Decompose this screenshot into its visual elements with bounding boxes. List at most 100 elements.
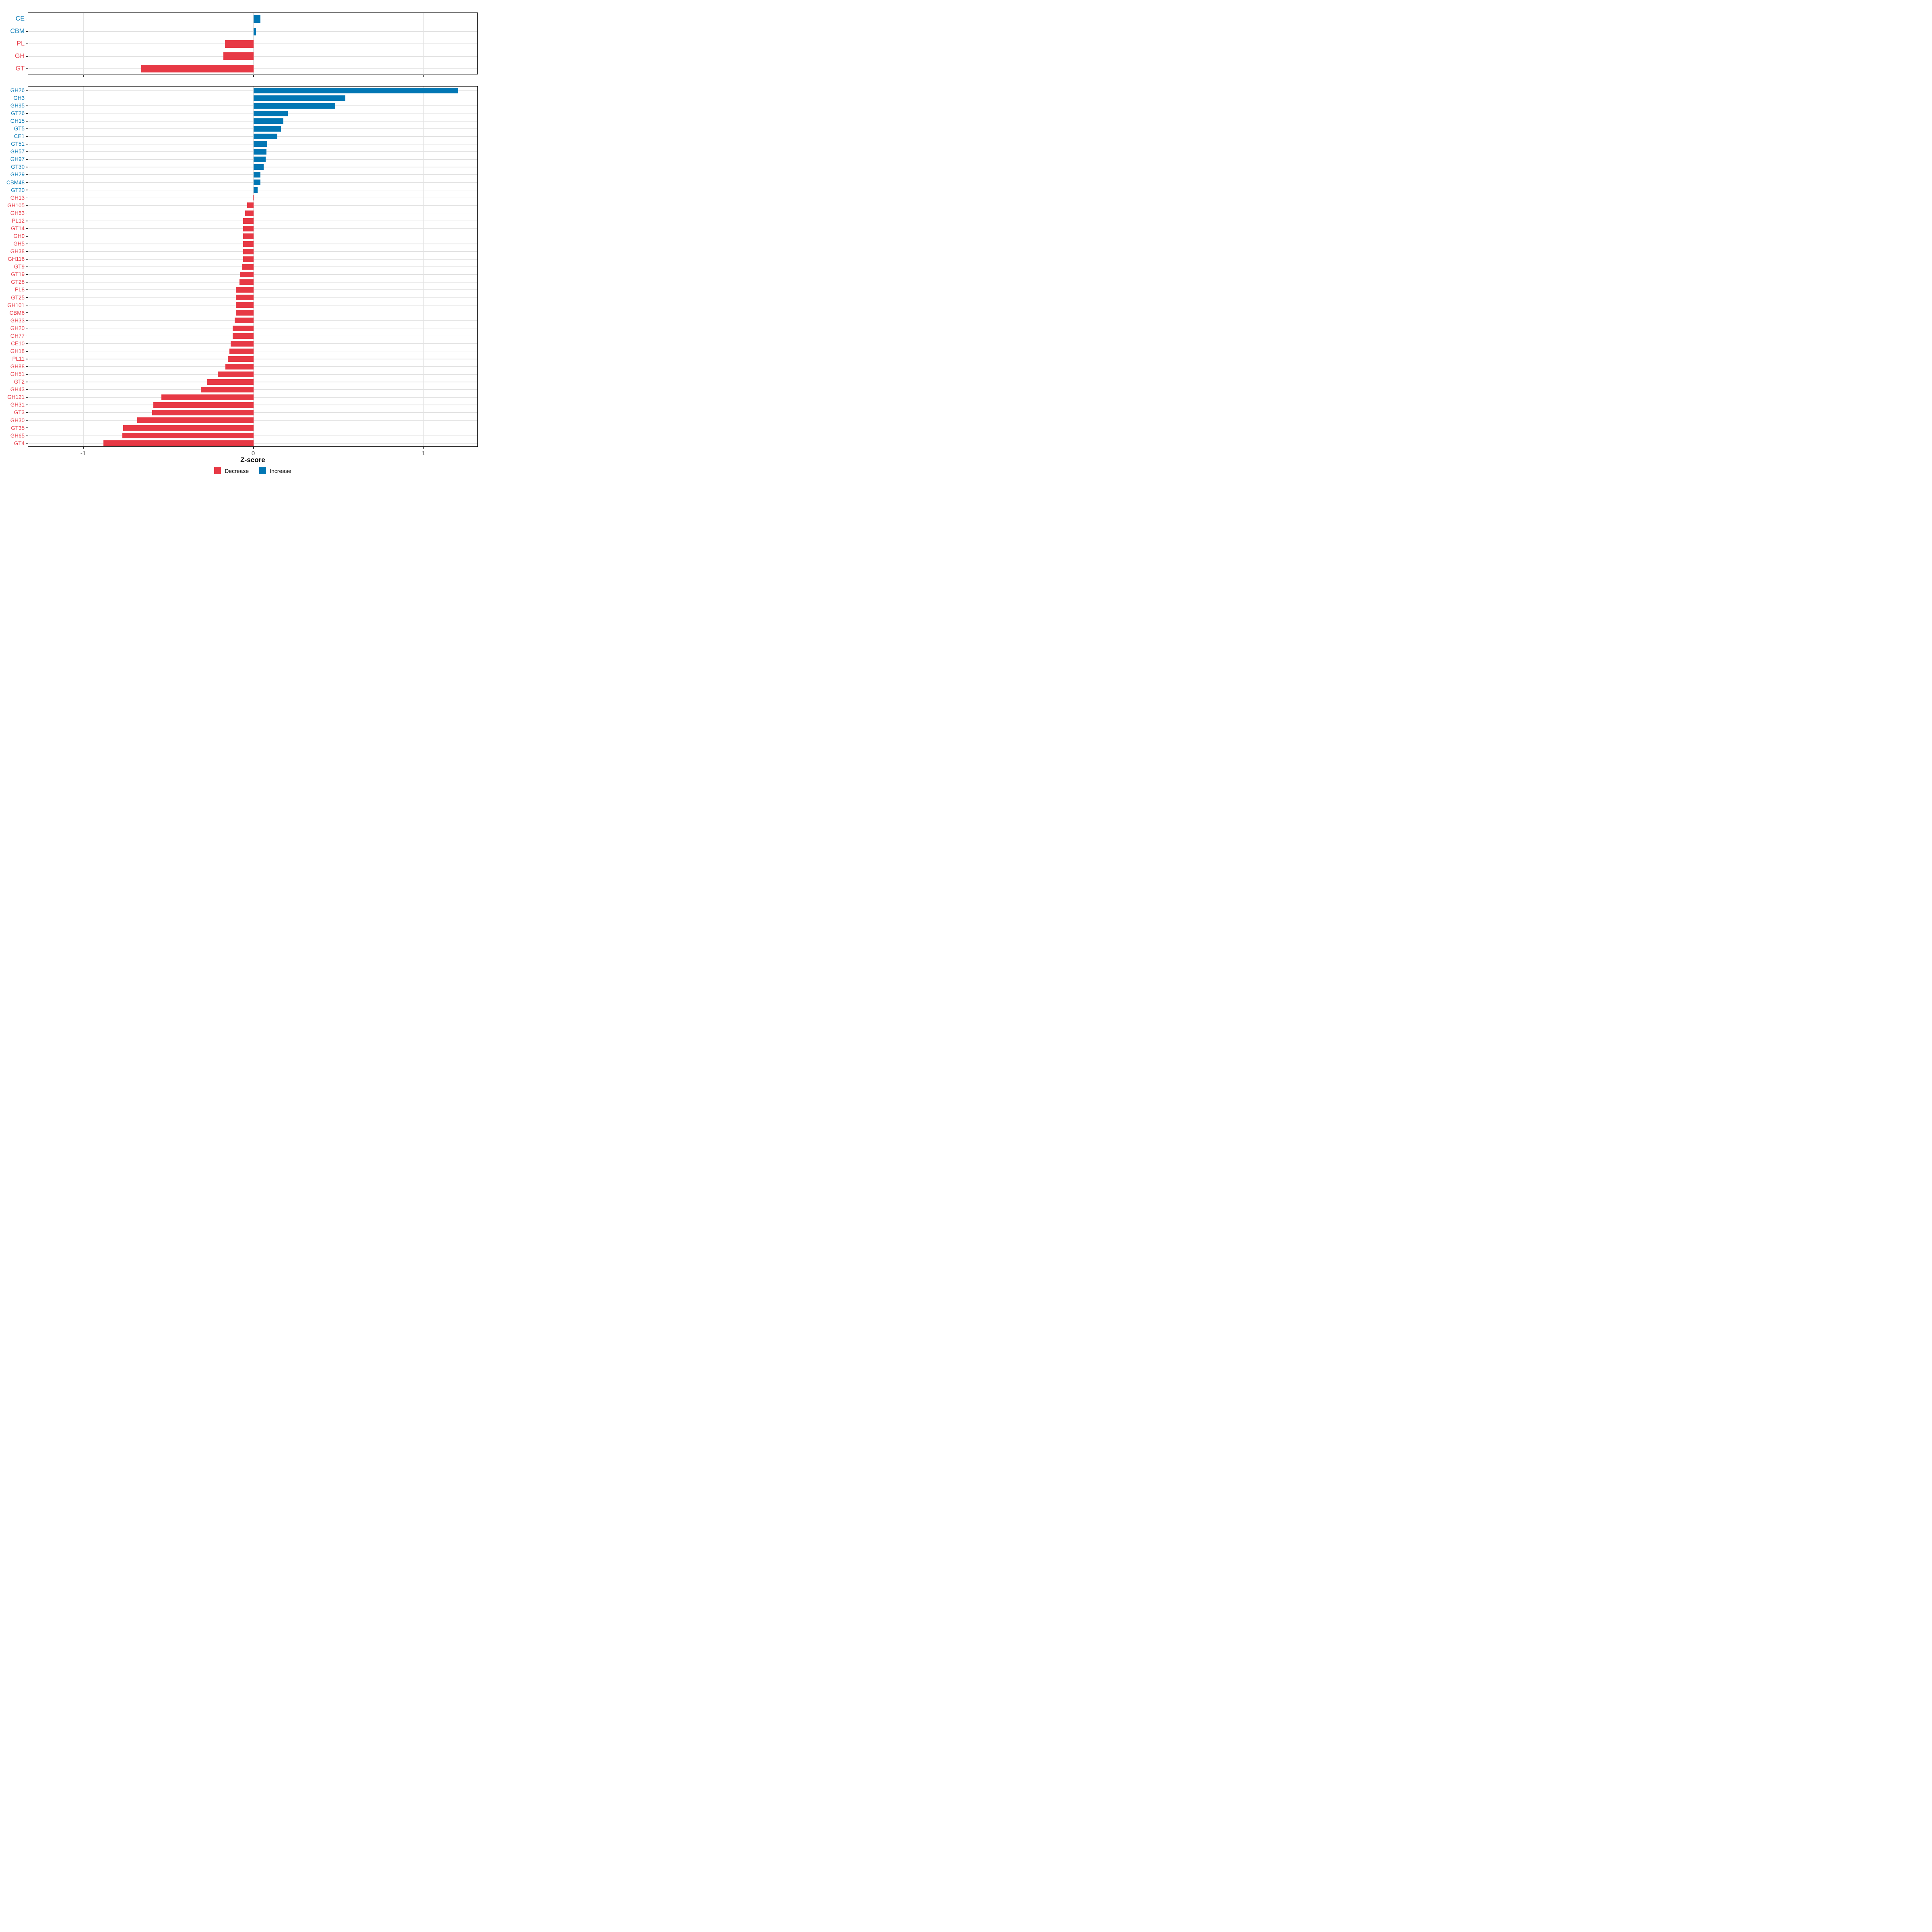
y-axis-label-CE1: CE1 [14, 133, 25, 140]
bar-PL8 [235, 287, 254, 293]
y-tick-mark-GT [26, 68, 28, 69]
bar-GH105 [247, 202, 254, 208]
legend-item-decrease: Decrease [214, 467, 249, 474]
y-axis-label-GH97: GH97 [10, 156, 25, 163]
y-axis-label-CBM6: CBM6 [9, 310, 25, 316]
y-axis-label-CE10: CE10 [11, 340, 25, 347]
y-tick-mark-GT26 [26, 113, 28, 114]
y-axis-label-GH9: GH9 [13, 233, 25, 239]
bar-GH121 [161, 394, 254, 400]
bar-PL11 [228, 356, 254, 362]
bar-GH15 [254, 118, 283, 124]
y-tick-mark-GT9 [26, 266, 28, 267]
horizontal-gridline [28, 19, 477, 20]
y-tick-mark-GH9 [26, 235, 28, 237]
horizontal-gridline [28, 31, 477, 32]
y-tick-mark-GH15 [26, 120, 28, 122]
horizontal-gridline [28, 136, 477, 137]
x-tick-mark--1 [83, 447, 84, 449]
bar-GH5 [243, 241, 254, 247]
bar-GH63 [245, 210, 254, 216]
bar-GT20 [254, 187, 258, 193]
top-panel-enzyme-classes: CE CBM PL GH GT [10, 12, 478, 77]
y-axis-label-PL: PL [17, 40, 25, 47]
y-tick-mark-GH105 [26, 205, 28, 206]
y-tick-mark-GH51 [26, 374, 28, 375]
y-tick-mark-GH116 [26, 259, 28, 260]
y-axis-label-GH13: GH13 [10, 194, 25, 201]
vertical-gridline--1 [83, 87, 84, 446]
y-tick-mark-PL [26, 43, 28, 44]
y-axis-label-GH5: GH5 [13, 241, 25, 247]
y-axis-label-GH77: GH77 [10, 332, 25, 339]
vertical-gridline-0 [253, 87, 254, 446]
y-tick-mark-GH57 [26, 151, 28, 152]
bar-GT3 [152, 410, 254, 416]
bar-GH97 [254, 157, 266, 163]
bar-GH3 [254, 95, 346, 101]
y-axis-label-GH31: GH31 [10, 402, 25, 408]
horizontal-gridline [28, 128, 477, 129]
bar-GT51 [254, 141, 267, 147]
bar-PL12 [243, 218, 254, 224]
bar-GT4 [103, 440, 254, 446]
y-axis-label-GH51: GH51 [10, 371, 25, 378]
y-tick-mark-GT19 [26, 274, 28, 275]
y-axis-label-GH15: GH15 [10, 118, 25, 124]
y-axis-label-GT3: GT3 [14, 409, 25, 416]
y-axis-label-GH: GH [15, 52, 25, 60]
bar-GH101 [235, 302, 254, 308]
y-tick-mark-GH30 [26, 420, 28, 421]
bar-GH30 [137, 417, 254, 423]
y-tick-mark-GH33 [26, 320, 28, 321]
y-axis-label-GH65: GH65 [10, 432, 25, 439]
legend-swatch-decrease [214, 467, 221, 474]
vertical-gridline-1 [423, 87, 424, 446]
y-axis-label-GH101: GH101 [7, 302, 25, 308]
legend-label-decrease: Decrease [225, 467, 249, 474]
bar-CBM6 [235, 310, 254, 316]
y-tick-mark-GH88 [26, 366, 28, 367]
y-tick-mark-GH18 [26, 351, 28, 352]
y-tick-mark-GH63 [26, 213, 28, 214]
y-axis-label-GT: GT [15, 65, 25, 72]
y-axis-label-GH33: GH33 [10, 317, 25, 324]
y-axis-label-GH116: GH116 [8, 256, 25, 262]
y-tick-mark-GH43 [26, 389, 28, 390]
y-axis-label-GH43: GH43 [10, 386, 25, 393]
bar-GT19 [240, 272, 254, 278]
y-axis-label-GT35: GT35 [11, 425, 25, 431]
y-axis-label-GH38: GH38 [10, 248, 25, 255]
legend: Decrease Increase [28, 467, 478, 474]
y-tick-mark-PL8 [26, 289, 28, 291]
y-tick-mark-CBM6 [26, 312, 28, 314]
y-tick-mark-CBM48 [26, 182, 28, 183]
y-tick-mark-GH95 [26, 105, 28, 106]
bar-CBM48 [254, 180, 260, 186]
y-axis-label-GH29: GH29 [10, 171, 25, 178]
y-axis-label-GT5: GT5 [14, 126, 25, 132]
x-tick-mark-1 [423, 447, 424, 449]
bar-GH77 [232, 333, 254, 339]
x-tick-label-1: 1 [421, 450, 425, 457]
x-tick-mark-0 [253, 75, 254, 77]
x-tick-mark-1 [423, 75, 424, 77]
y-axis-label-GT19: GT19 [11, 271, 25, 278]
bar-GT2 [207, 379, 254, 385]
horizontal-gridline [28, 97, 477, 99]
y-axis-label-GH20: GH20 [10, 325, 25, 331]
y-tick-mark-GT14 [26, 228, 28, 229]
legend-label-increase: Increase [270, 467, 291, 474]
y-axis-label-CBM: CBM [10, 28, 25, 35]
bar-GH33 [235, 318, 254, 324]
bar-GH116 [243, 256, 254, 262]
bar-CE1 [254, 133, 278, 139]
vertical-gridline-1 [423, 13, 424, 74]
y-axis-label-CBM48: CBM48 [6, 179, 25, 186]
legend-item-increase: Increase [259, 467, 291, 474]
y-tick-mark-CE10 [26, 343, 28, 344]
horizontal-gridline [28, 121, 477, 122]
y-tick-mark-GH [26, 56, 28, 57]
y-axis-label-GT25: GT25 [11, 294, 25, 301]
y-tick-mark-CBM [26, 31, 28, 32]
